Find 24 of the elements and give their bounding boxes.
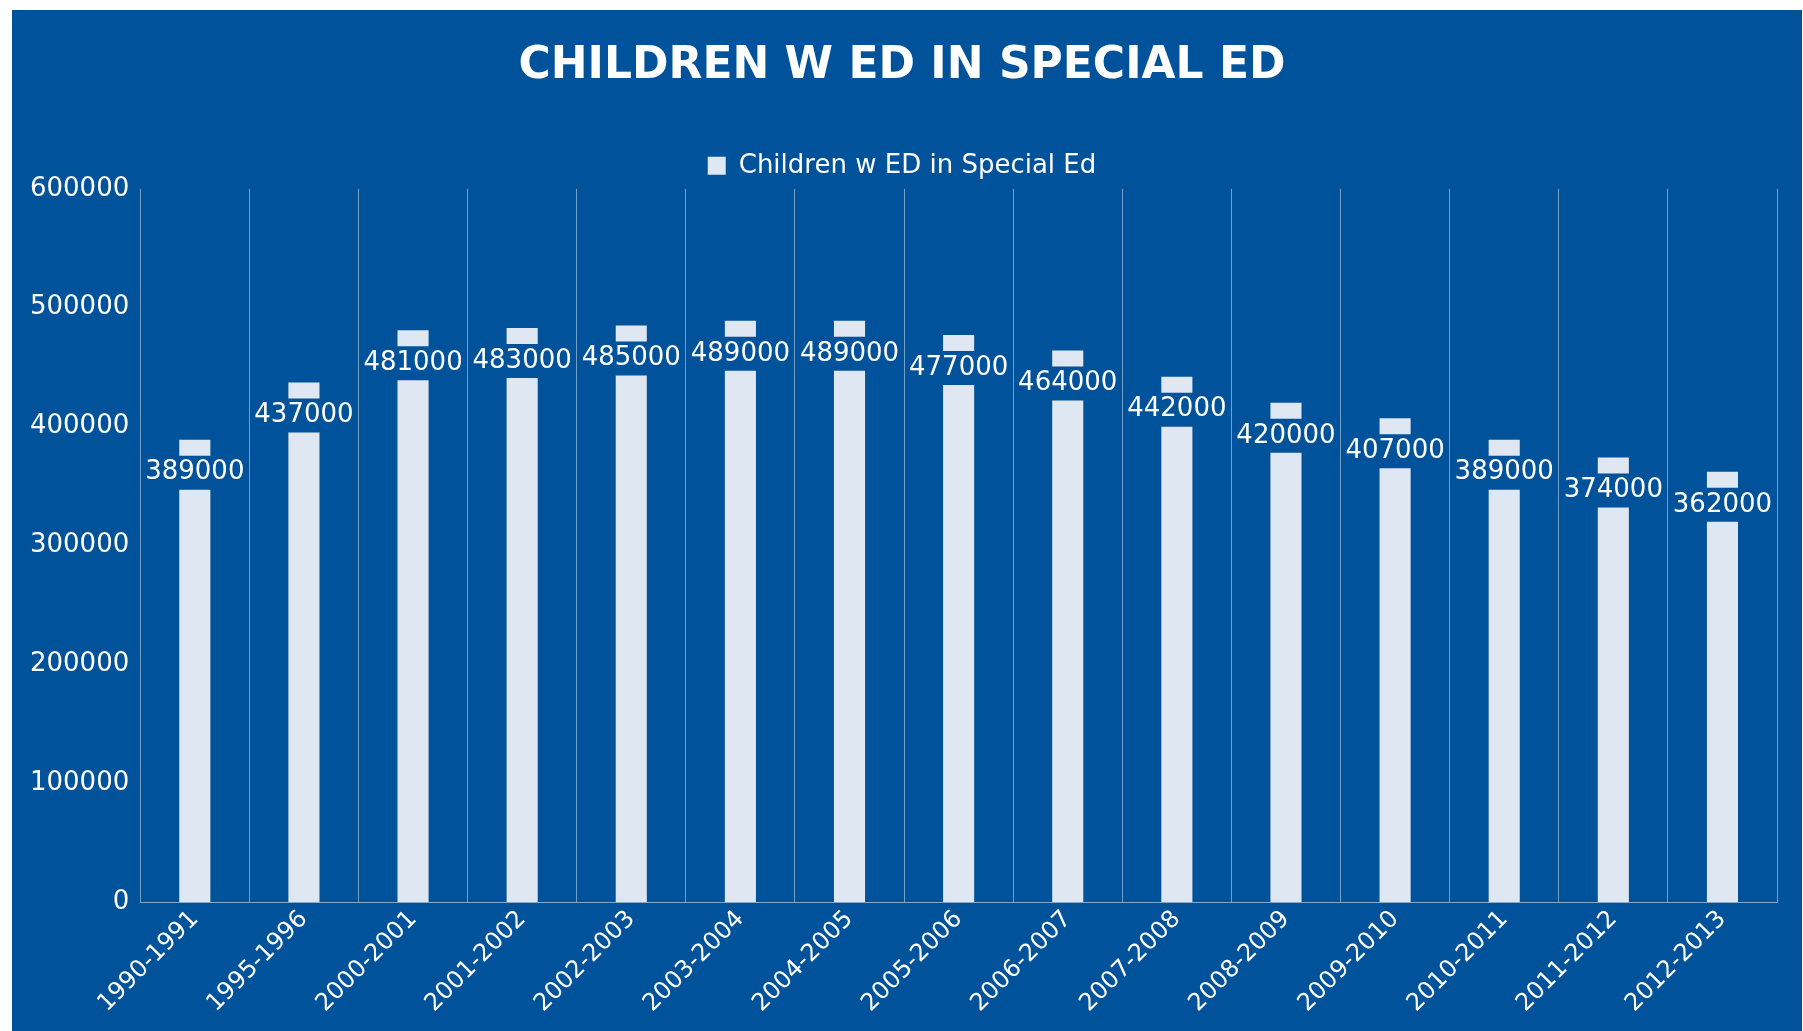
y-tick-label: 200000 bbox=[29, 647, 130, 678]
data-label: 483000 bbox=[472, 343, 572, 374]
data-label: 420000 bbox=[1236, 418, 1336, 449]
data-label: 362000 bbox=[1672, 487, 1773, 518]
data-label: 442000 bbox=[1127, 392, 1227, 423]
y-tick-label: 0 bbox=[112, 884, 130, 915]
data-label: 481000 bbox=[363, 346, 463, 377]
data-label: 374000 bbox=[1563, 473, 1663, 504]
legend-label: Children w ED in Special Ed bbox=[738, 148, 1097, 179]
y-tick-label: 500000 bbox=[29, 290, 130, 321]
data-label: 437000 bbox=[254, 398, 354, 429]
y-tick-label: 100000 bbox=[29, 766, 130, 796]
y-tick-label: 400000 bbox=[29, 409, 130, 440]
data-label: 489000 bbox=[690, 336, 791, 367]
chart-title: CHILDREN W ED IN SPECIAL ED bbox=[518, 36, 1286, 88]
y-tick-label: 300000 bbox=[29, 528, 130, 559]
data-label: 407000 bbox=[1345, 434, 1445, 465]
data-label: 485000 bbox=[581, 341, 681, 372]
y-tick-label: 600000 bbox=[29, 171, 130, 202]
data-label: 489000 bbox=[799, 336, 900, 367]
data-label: 477000 bbox=[908, 350, 1009, 381]
data-label: 464000 bbox=[1018, 366, 1118, 397]
data-label: 389000 bbox=[145, 455, 245, 486]
data-label: 389000 bbox=[1454, 455, 1554, 486]
